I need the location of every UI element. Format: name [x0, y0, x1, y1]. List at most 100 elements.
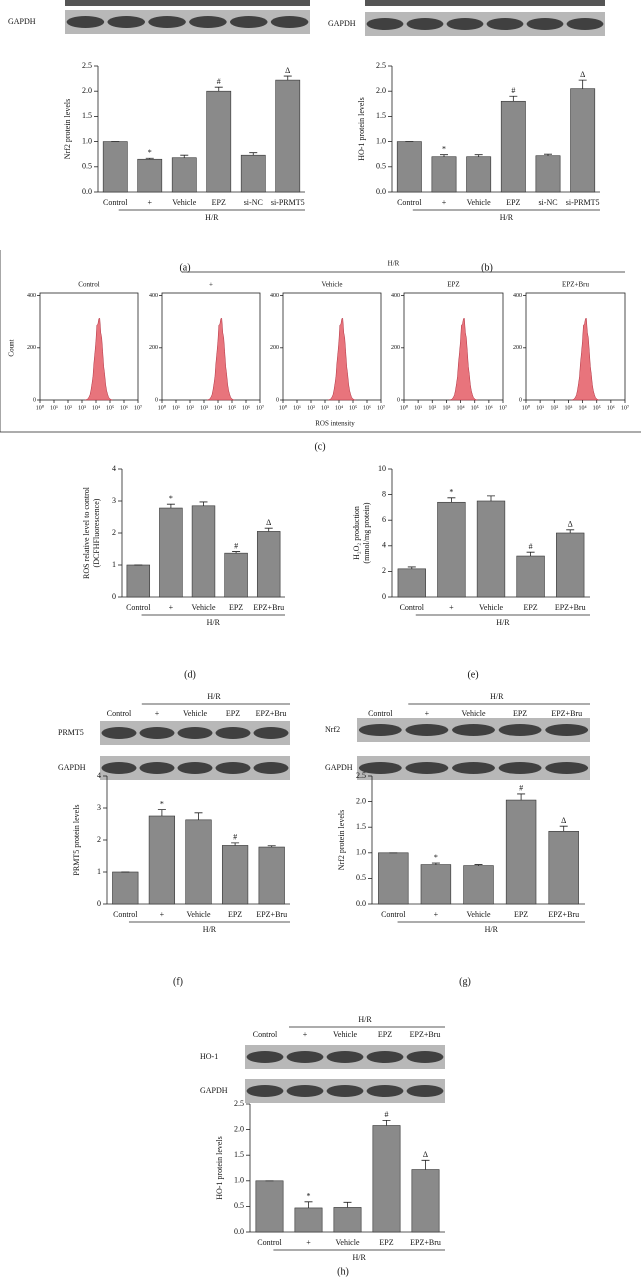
panel-label: (d): [184, 669, 196, 680]
y-tick-label: 2.5: [234, 1099, 244, 1108]
y-tick-label: 2: [382, 566, 386, 575]
x-tick-label: +: [160, 910, 165, 919]
significance-mark: #: [217, 77, 221, 86]
y-tick-label: 0.0: [376, 187, 386, 196]
x-tick-label: 10⁷: [621, 405, 629, 411]
significance-mark: *: [434, 853, 438, 862]
error-bar: [566, 529, 575, 533]
blot-band: [286, 1051, 324, 1063]
blot-row-label: PRMT5: [58, 728, 84, 737]
significance-mark: #: [234, 541, 238, 550]
group-label: H/R: [490, 692, 504, 701]
bar: [570, 88, 596, 193]
y-tick-label: 4: [112, 464, 116, 473]
panel-frame: [161, 292, 261, 401]
y-tick-label: 2.5: [82, 61, 92, 70]
y-axis-label: Count: [8, 339, 16, 356]
y-tick-label: 1.0: [356, 848, 366, 857]
lane-label: EPZ: [513, 709, 527, 718]
blot-band: [246, 1051, 284, 1063]
y-tick-label: 200: [27, 345, 36, 351]
y-tick-label: 2.0: [376, 86, 386, 95]
y-tick-label: 2.0: [82, 86, 92, 95]
panel-title: Control: [78, 281, 99, 289]
x-tick-label: si-PRMT5: [566, 198, 600, 207]
x-tick-label: si-NC: [538, 198, 557, 207]
error-bar: [421, 1159, 430, 1170]
blot-band: [545, 724, 589, 736]
error-bar: [578, 79, 587, 89]
error-bar: [407, 566, 416, 569]
x-tick-label: EPZ: [212, 198, 226, 207]
x-tick-label: Vehicle: [467, 910, 491, 919]
y-tick-label: 0.5: [356, 873, 366, 882]
error-bar: [474, 864, 483, 866]
bar: [224, 552, 248, 598]
blot-row-label: Nrf2: [325, 725, 340, 734]
histogram: [571, 317, 600, 401]
y-tick-label: 1.5: [356, 822, 366, 831]
blot-band: [405, 724, 449, 736]
x-tick-label: 10³: [321, 405, 329, 411]
blot-band: [286, 1085, 324, 1097]
y-tick-label: 0.0: [82, 187, 92, 196]
x-tick-label: 10⁶: [485, 405, 493, 411]
x-tick-label: Vehicle: [479, 603, 503, 612]
lane-label: EPZ+Bru: [410, 1030, 441, 1039]
significance-mark: #: [233, 833, 237, 842]
panel-frame: [525, 292, 626, 401]
y-axis-label: Nrf2 protein levels: [63, 99, 72, 159]
error-bar: [180, 154, 189, 158]
error-bar: [517, 793, 526, 801]
blot-band: [498, 762, 542, 774]
group-label: H/R: [207, 692, 221, 701]
significance-mark: Δ: [568, 520, 573, 529]
x-tick-label: +: [169, 603, 174, 612]
y-tick-label: 6: [382, 515, 386, 524]
group-label: H/R: [205, 213, 219, 222]
blot-band: [358, 762, 402, 774]
x-tick-label: 10¹: [50, 405, 58, 411]
group-label: H/R: [353, 1253, 367, 1262]
x-tick-label: EPZ: [514, 910, 528, 919]
blot-band: [406, 1085, 444, 1097]
histogram: [449, 317, 478, 401]
bar: [148, 815, 176, 905]
x-tick-label: 10⁶: [120, 405, 128, 411]
bar: [396, 141, 422, 193]
blot-band: [107, 16, 146, 28]
x-tick-label: 10⁷: [134, 405, 142, 411]
blot-band: [326, 1051, 364, 1063]
bar: [372, 1125, 401, 1233]
error-bar: [440, 154, 448, 157]
bar: [112, 871, 139, 905]
blot-band: [498, 724, 542, 736]
x-tick-label: 10⁰: [36, 404, 45, 411]
bar: [535, 155, 561, 193]
blot-band: [405, 762, 449, 774]
x-tick-label: 10²: [307, 405, 315, 411]
group-label: H/R: [500, 213, 514, 222]
y-tick-label: 400: [149, 293, 158, 299]
significance-mark: #: [385, 1110, 389, 1119]
x-tick-label: 10⁴: [214, 405, 222, 411]
y-tick-label: 3: [112, 496, 116, 505]
y-tick-label: 1.5: [376, 111, 386, 120]
panel-label: (f): [173, 976, 183, 987]
x-tick-label: 10³: [565, 405, 573, 411]
x-tick-label: Control: [126, 603, 151, 612]
x-tick-label: 10⁵: [349, 405, 357, 411]
blot-band: [229, 16, 268, 28]
x-tick-label: +: [442, 198, 447, 207]
group-label: H/R: [207, 618, 221, 627]
x-tick-label: 10⁴: [92, 405, 100, 411]
y-tick-label: 0.0: [234, 1227, 244, 1236]
blot-band: [189, 16, 227, 28]
error-bar: [166, 503, 175, 509]
error-bar: [382, 1119, 391, 1126]
bar: [463, 865, 494, 905]
panel-title: EPZ+Bru: [562, 281, 589, 289]
bar: [466, 156, 492, 193]
y-tick-label: 0: [382, 592, 386, 601]
